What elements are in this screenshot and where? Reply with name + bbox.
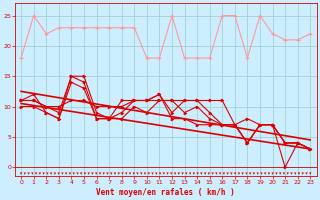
X-axis label: Vent moyen/en rafales ( km/h ): Vent moyen/en rafales ( km/h ) xyxy=(96,188,235,197)
